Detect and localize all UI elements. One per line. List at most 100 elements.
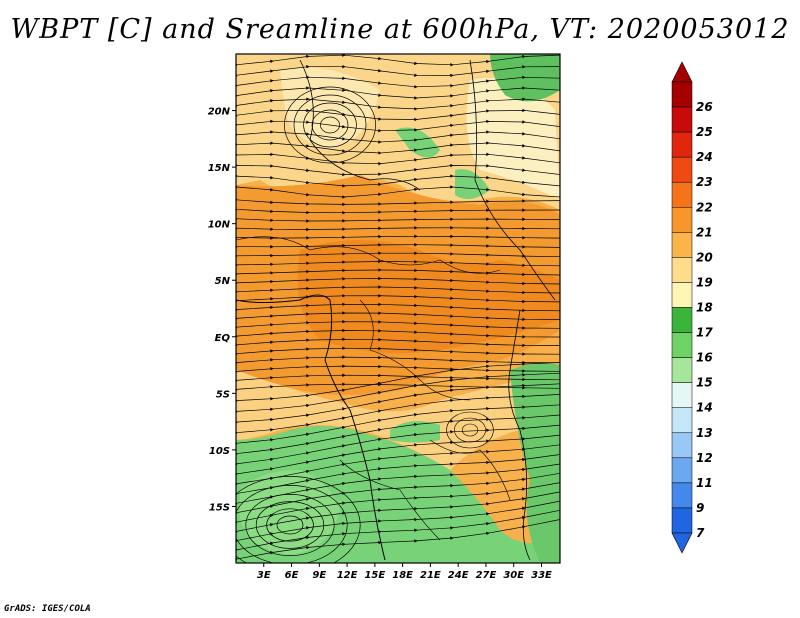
streamline — [236, 242, 560, 249]
streamline — [236, 64, 560, 78]
lon-tick-label: 12E — [337, 570, 358, 581]
lon-tick-label: 6E — [285, 570, 299, 581]
streamline — [236, 293, 560, 304]
colorbar-label: 17 — [696, 326, 713, 340]
colorbar-label: 7 — [696, 526, 705, 540]
colorbar-label: 21 — [696, 225, 713, 239]
streamline — [236, 276, 560, 286]
colorbar-swatch — [671, 181, 693, 208]
lat-tick-label: 15N — [208, 163, 231, 174]
lat-tick-label: 10S — [209, 446, 230, 457]
colorbar-swatch — [671, 232, 693, 258]
coastlines — [236, 59, 556, 561]
streamline — [236, 54, 560, 67]
colorbar-label: 14 — [696, 401, 713, 415]
gyre-streamline — [245, 494, 335, 556]
colorbar-swatch — [671, 382, 693, 408]
colorbar-swatch — [671, 156, 693, 183]
gyre-streamline — [311, 109, 349, 141]
colorbar-label: 26 — [696, 100, 713, 114]
streamline — [236, 86, 560, 100]
colorbar-label: 12 — [696, 451, 713, 465]
colorbar-min-arrow — [671, 532, 693, 554]
gyre-streamline — [266, 508, 314, 542]
colorbar-label: 11 — [696, 476, 713, 490]
streamline — [236, 251, 560, 258]
streamline — [236, 337, 560, 348]
gyre-streamline — [293, 94, 367, 156]
streamline — [236, 225, 560, 232]
colorbar-label: 20 — [696, 250, 713, 264]
lon-tick-label: 30E — [503, 570, 524, 581]
lat-tick-label: 10N — [208, 220, 231, 231]
lat-tick-label: 5S — [216, 389, 230, 400]
lat-tick-label: EQ — [215, 333, 231, 344]
gyre-streamline — [236, 476, 361, 563]
streamline — [236, 285, 560, 295]
streamline — [236, 216, 560, 223]
colorbar-swatch — [671, 282, 693, 308]
lon-tick-label: 15E — [364, 570, 385, 581]
streamline — [236, 328, 560, 339]
lat-tick-label: 5N — [215, 276, 231, 287]
gyre-streamline — [454, 417, 486, 443]
gyre-streamline — [284, 86, 376, 164]
lon-tick-label: 18E — [392, 570, 413, 581]
lon-tick-label: 24E — [448, 570, 469, 581]
streamline — [236, 519, 560, 562]
lon-tick-label: 21E — [420, 570, 441, 581]
lon-tick-label: 33E — [531, 570, 552, 581]
colorbar-swatch — [671, 457, 693, 484]
lon-tick-label: 9E — [312, 570, 326, 581]
colorbar-label: 18 — [696, 301, 713, 315]
lat-tick-label: 20N — [208, 107, 231, 118]
streamline — [236, 268, 560, 277]
gyre-streamline — [276, 515, 304, 535]
gyre-streamline — [236, 485, 348, 563]
colorbar-swatch — [671, 432, 693, 459]
colorbar-label: 22 — [696, 200, 713, 214]
streamline — [236, 163, 560, 177]
streamline — [236, 198, 560, 207]
streamline — [236, 206, 560, 215]
map-frame — [235, 53, 561, 564]
colorbar-label: 19 — [696, 275, 713, 289]
colorbar-swatch — [671, 407, 693, 434]
lon-tick-label: 3E — [257, 570, 271, 581]
streamline — [236, 319, 560, 330]
colorbar-label: 13 — [696, 426, 713, 440]
colorbar-swatch — [671, 106, 693, 133]
gyre-streamline — [446, 411, 494, 449]
colorbar-swatch — [671, 332, 693, 358]
streamlines — [236, 54, 560, 563]
colorbar-label: 23 — [696, 175, 713, 189]
streamline — [236, 174, 560, 188]
grads-credit: GrADS: IGES/COLA — [4, 604, 91, 614]
streamline — [236, 97, 560, 111]
gyre-streamline — [461, 423, 479, 437]
streamline — [236, 185, 560, 199]
streamline — [236, 311, 560, 322]
streamline — [236, 152, 560, 166]
colorbar-label: 24 — [696, 150, 713, 164]
streamline — [236, 234, 560, 240]
colorbar-swatch — [671, 357, 693, 383]
streamline — [236, 302, 560, 313]
colorbar-swatch — [671, 207, 693, 233]
colorbar: 26 25 24 23 22 21 20 19 18 17 16 15 14 13 12 11 9 7 — [671, 61, 713, 554]
streamline — [236, 75, 560, 89]
streamline — [236, 108, 560, 122]
colorbar-swatch — [671, 131, 693, 158]
colorbar-label: 25 — [696, 125, 713, 139]
gyre-streamline — [255, 501, 325, 549]
colorbar-max-arrow — [671, 61, 693, 83]
streamline — [236, 355, 560, 365]
gyre-streamline — [303, 102, 357, 148]
colorbar-swatch — [671, 482, 693, 509]
streamline — [236, 346, 560, 356]
map-axes: 3E 6E 9E 12E 15E 18E 21E 24E 27E 30E 33E 20N 15N 10N 5… — [208, 107, 552, 581]
gyre-streamline — [320, 116, 340, 134]
streamline — [236, 259, 560, 268]
colorbar-swatch — [671, 507, 693, 534]
